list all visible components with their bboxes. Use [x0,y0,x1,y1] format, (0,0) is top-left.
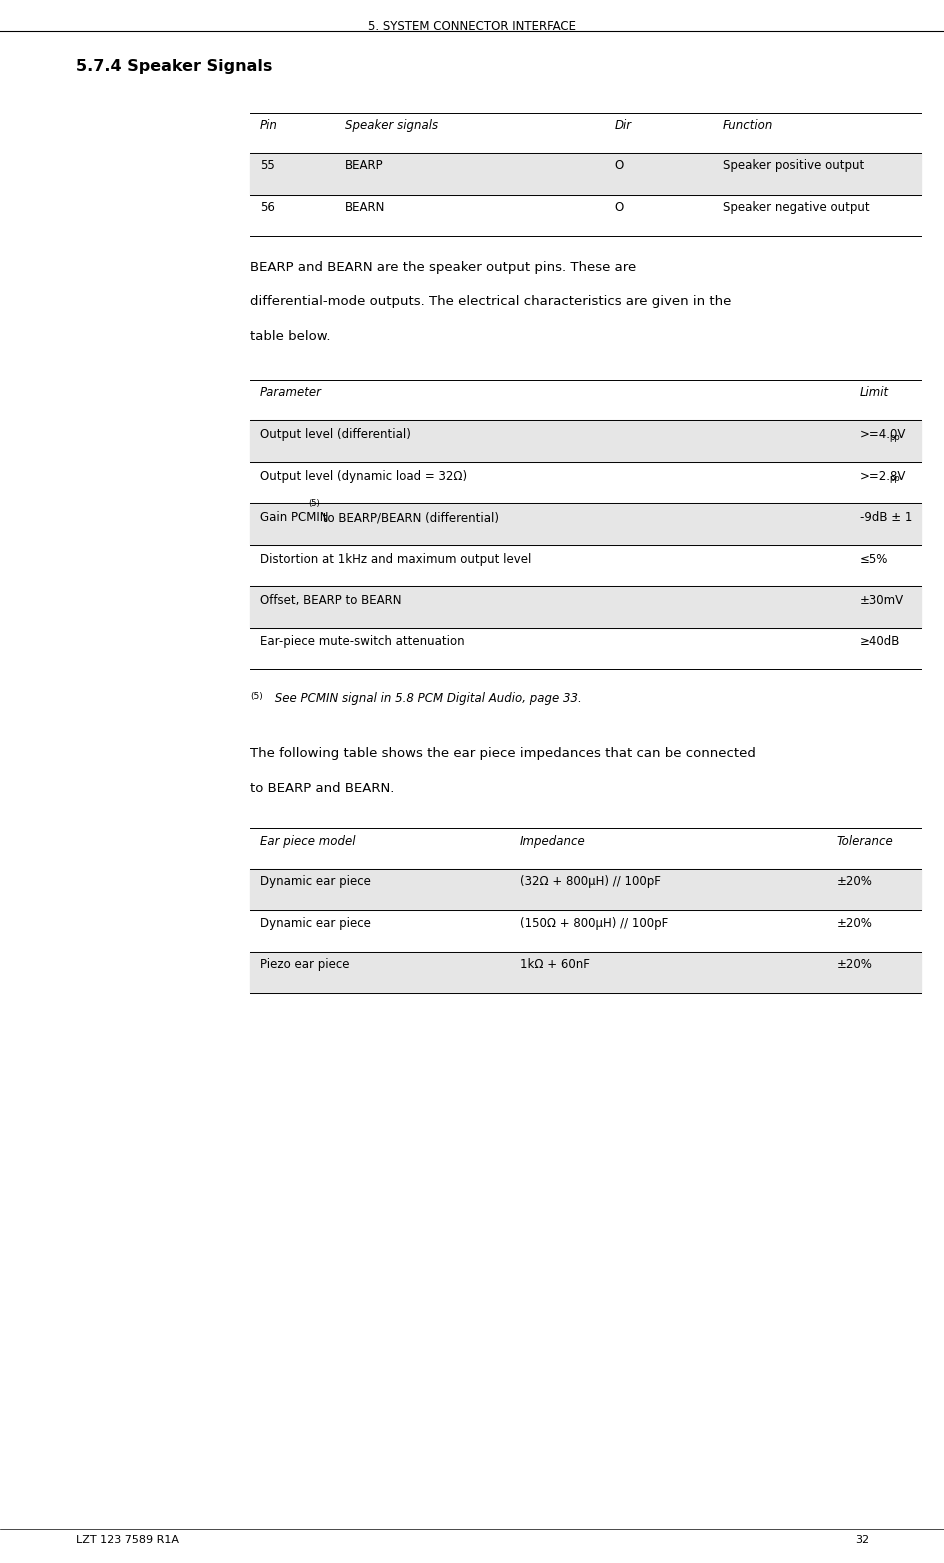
Text: ±20%: ±20% [835,917,871,930]
Text: 5. SYSTEM CONNECTOR INTERFACE: 5. SYSTEM CONNECTOR INTERFACE [368,19,576,33]
Text: Dynamic ear piece: Dynamic ear piece [260,917,370,930]
Text: Parameter: Parameter [260,386,322,399]
Text: Output level (differential): Output level (differential) [260,428,411,441]
Text: Ear-piece mute-switch attenuation: Ear-piece mute-switch attenuation [260,636,464,649]
Text: differential-mode outputs. The electrical characteristics are given in the: differential-mode outputs. The electrica… [250,295,731,308]
Text: Dynamic ear piece: Dynamic ear piece [260,875,370,888]
Text: ≤5%: ≤5% [859,553,887,566]
Bar [250,869,920,911]
Text: See PCMIN signal in 5.8 PCM Digital Audio, page 33.: See PCMIN signal in 5.8 PCM Digital Audi… [271,692,582,705]
Text: LZT 123 7589 R1A: LZT 123 7589 R1A [76,1535,178,1544]
Text: 5.7.4 Speaker Signals: 5.7.4 Speaker Signals [76,59,272,75]
Text: Speaker signals: Speaker signals [345,119,438,131]
Text: ±30mV: ±30mV [859,594,903,606]
Text: BEARP: BEARP [345,159,383,172]
Text: Distortion at 1kHz and maximum output level: Distortion at 1kHz and maximum output le… [260,553,531,566]
Text: table below.: table below. [250,330,330,342]
Text: pp: pp [888,475,899,483]
Text: ≥40dB: ≥40dB [859,636,900,649]
Text: Tolerance: Tolerance [835,835,892,847]
Text: O: O [614,159,623,172]
Bar [250,586,920,628]
Text: Piezo ear piece: Piezo ear piece [260,958,349,971]
Bar [250,153,920,194]
Text: Output level (dynamic load = 32Ω): Output level (dynamic load = 32Ω) [260,470,466,483]
Text: 1kΩ + 60nF: 1kΩ + 60nF [519,958,589,971]
Text: -9dB ± 1: -9dB ± 1 [859,511,911,524]
Bar [250,952,920,994]
Text: Speaker negative output: Speaker negative output [722,200,868,214]
Text: >=2.8V: >=2.8V [859,470,905,483]
Text: BEARN: BEARN [345,200,385,214]
Text: The following table shows the ear piece impedances that can be connected: The following table shows the ear piece … [250,747,755,760]
Text: 32: 32 [854,1535,868,1544]
Text: pp: pp [888,433,899,442]
Text: >=4.0V: >=4.0V [859,428,905,441]
Text: ±20%: ±20% [835,875,871,888]
Text: (5): (5) [308,499,319,508]
Text: Speaker positive output: Speaker positive output [722,159,863,172]
Text: 56: 56 [260,200,275,214]
Text: Impedance: Impedance [519,835,585,847]
Text: to BEARP and BEARN.: to BEARP and BEARN. [250,782,395,794]
Text: to BEARP/BEARN (differential): to BEARP/BEARN (differential) [318,511,498,524]
Bar [250,420,920,463]
Text: ±20%: ±20% [835,958,871,971]
Bar [250,503,920,545]
Text: Pin: Pin [260,119,278,131]
Text: BEARP and BEARN are the speaker output pins. These are: BEARP and BEARN are the speaker output p… [250,261,636,274]
Text: O: O [614,200,623,214]
Text: Limit: Limit [859,386,888,399]
Text: (150Ω + 800µH) // 100pF: (150Ω + 800µH) // 100pF [519,917,667,930]
Text: Offset, BEARP to BEARN: Offset, BEARP to BEARN [260,594,401,606]
Text: 55: 55 [260,159,275,172]
Text: Dir: Dir [614,119,631,131]
Text: (5): (5) [250,692,262,702]
Text: (32Ω + 800µH) // 100pF: (32Ω + 800µH) // 100pF [519,875,660,888]
Text: Gain PCMIN: Gain PCMIN [260,511,328,524]
Text: Function: Function [722,119,772,131]
Text: Ear piece model: Ear piece model [260,835,355,847]
